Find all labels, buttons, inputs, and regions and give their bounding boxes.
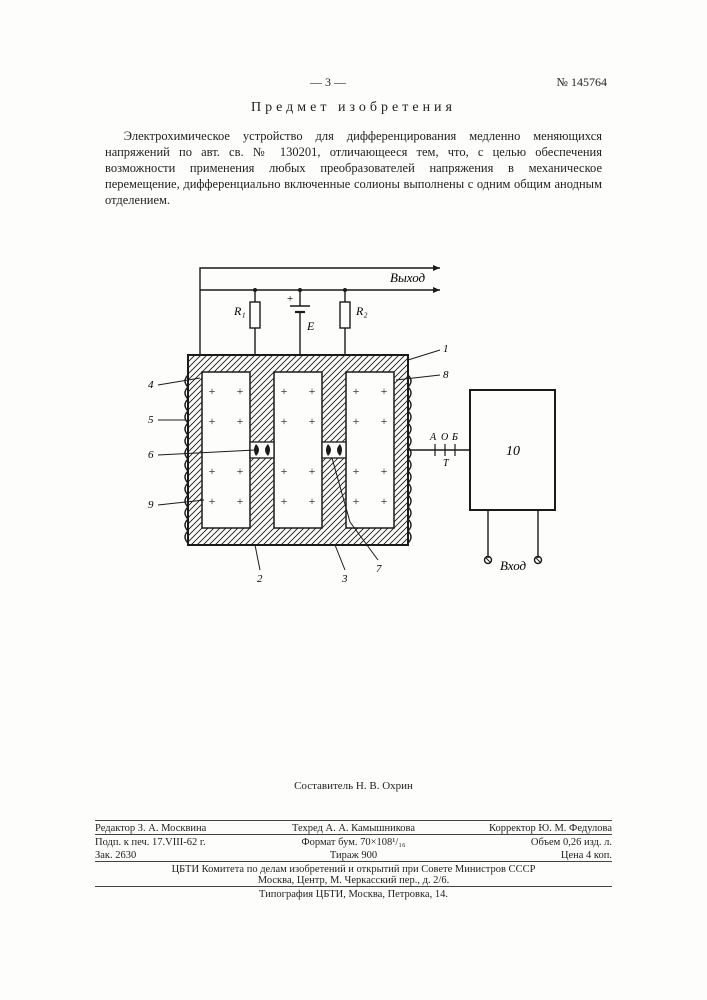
svg-text:+: + — [209, 414, 216, 428]
claim-body: Электрохимическое устройство для диффере… — [105, 128, 602, 208]
leader-4: 4 — [148, 379, 154, 391]
svg-text:+: + — [309, 464, 316, 478]
svg-text:+: + — [353, 414, 360, 428]
svg-text:+: + — [281, 494, 288, 508]
leader-3: 3 — [341, 573, 348, 585]
svg-text:+: + — [281, 414, 288, 428]
volume: Объем 0,26 изд. л. — [440, 837, 612, 848]
paper-format: Формат бум. 70×108¹/₁₆ — [267, 837, 439, 848]
label-t: Т — [443, 458, 450, 469]
editor: Редактор З. А. Москвина — [95, 823, 267, 834]
leader-5: 5 — [148, 414, 154, 426]
leader-6: 6 — [148, 449, 154, 461]
leader-1: 1 — [443, 343, 449, 355]
serial-number: № 145764 — [557, 75, 607, 90]
tech-editor: Техред А. А. Камышникова — [267, 823, 439, 834]
svg-text:+: + — [209, 494, 216, 508]
label-e: E — [306, 319, 315, 333]
svg-text:+: + — [281, 384, 288, 398]
footer: Редактор З. А. Москвина Техред А. А. Кам… — [95, 820, 612, 900]
svg-text:+: + — [381, 464, 388, 478]
press: Типография ЦБТИ, Москва, Петровка, 14. — [95, 886, 612, 900]
label-input: Вход — [500, 558, 527, 573]
svg-text:+: + — [237, 494, 244, 508]
svg-text:+: + — [209, 464, 216, 478]
svg-text:+: + — [381, 384, 388, 398]
svg-text:+: + — [353, 464, 360, 478]
label-o: О — [441, 432, 448, 443]
label-r2: R₂ — [355, 304, 368, 318]
svg-text:+: + — [353, 384, 360, 398]
leader-2: 2 — [257, 573, 263, 585]
print-run: Тираж 900 — [267, 850, 439, 861]
svg-text:+: + — [309, 494, 316, 508]
label-a: А — [429, 432, 437, 443]
label-r1: R₁ — [233, 304, 246, 318]
label-b: Б — [451, 432, 458, 443]
svg-text:+: + — [381, 494, 388, 508]
svg-text:+: + — [381, 414, 388, 428]
svg-text:+: + — [209, 384, 216, 398]
svg-text:+: + — [281, 464, 288, 478]
svg-text:+: + — [237, 464, 244, 478]
figure: Выход R₁ + E R₂ — [140, 260, 570, 590]
order-no: Зак. 2630 — [95, 850, 267, 861]
svg-text:+: + — [309, 414, 316, 428]
label-10: 10 — [506, 444, 520, 459]
publisher-address: ЦБТИ Комитета по делам изобретений и отк… — [95, 861, 612, 886]
compiler: Составитель Н. В. Охрин — [0, 780, 707, 792]
corrector: Корректор Ю. М. Федулова — [440, 823, 612, 834]
price: Цена 4 коп. — [440, 850, 612, 861]
print-date: Подп. к печ. 17.VIII-62 г. — [95, 837, 267, 848]
page-number: — 3 — — [310, 75, 346, 90]
section-title: Предмет изобретения — [0, 100, 707, 116]
leader-8: 8 — [443, 369, 449, 381]
svg-text:+: + — [309, 384, 316, 398]
label-output: Выход — [390, 270, 426, 285]
svg-text:+: + — [353, 494, 360, 508]
svg-text:+: + — [237, 384, 244, 398]
svg-text:+: + — [237, 414, 244, 428]
label-plus: + — [287, 293, 293, 305]
leader-7: 7 — [376, 563, 382, 575]
leader-9: 9 — [148, 499, 154, 511]
